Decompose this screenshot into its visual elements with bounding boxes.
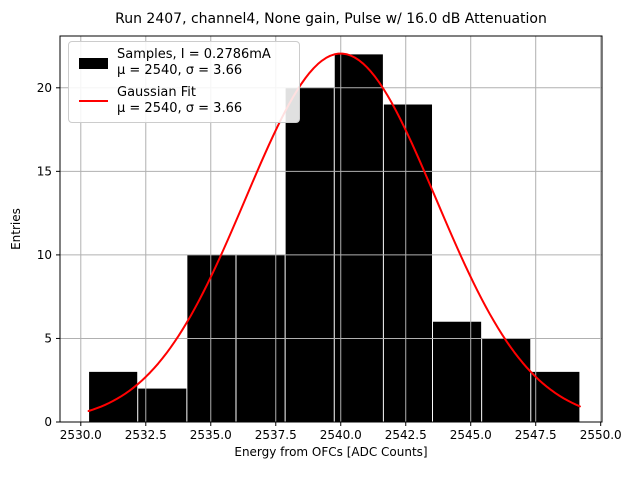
x-tick-label: 2547.5 (515, 428, 557, 442)
y-tick-label: 20 (37, 81, 52, 95)
legend-fit-stats: μ = 2540, σ = 3.66 (117, 101, 243, 116)
x-tick-label: 2530.0 (60, 428, 102, 442)
fit-swatch-column (75, 100, 111, 102)
gaussian-fit-curve (87, 52, 581, 413)
histogram-bar (383, 104, 433, 422)
legend-entry-fit: Gaussian Fit μ = 2540, σ = 3.66 (75, 85, 291, 117)
histogram-bar (433, 321, 482, 422)
chart-title: Run 2407, channel4, None gain, Pulse w/ … (115, 11, 547, 27)
y-tick-label: 5 (44, 331, 52, 345)
samples-patch-icon (78, 57, 108, 69)
x-tick-label: 2545.0 (450, 428, 492, 442)
legend-samples-label: Samples, I = 0.2786mA (117, 47, 271, 62)
fit-line-icon (78, 100, 108, 102)
x-tick-label: 2535.0 (190, 428, 232, 442)
histogram-bar (334, 54, 383, 422)
x-tick-label: 2540.0 (320, 428, 362, 442)
legend: Samples, I = 0.2786mA μ = 2540, σ = 3.66… (68, 41, 300, 123)
y-axis-label: Entries (9, 208, 23, 250)
legend-fit-label: Gaussian Fit (117, 85, 197, 100)
y-tick-label: 0 (44, 415, 52, 429)
histogram-bar (89, 371, 138, 422)
x-tick-label: 2537.5 (255, 428, 297, 442)
y-tick-label: 10 (37, 248, 52, 262)
x-tick-label: 2532.5 (125, 428, 167, 442)
legend-samples-stats: μ = 2540, σ = 3.66 (117, 63, 243, 78)
axis-spines (59, 35, 603, 423)
histogram-bar (482, 338, 531, 422)
x-axis-label: Energy from OFCs [ADC Counts] (234, 445, 428, 459)
samples-swatch-column (75, 57, 111, 69)
x-tick-label: 2550.0 (580, 428, 622, 442)
legend-entry-samples: Samples, I = 0.2786mA μ = 2540, σ = 3.66 (75, 47, 291, 79)
legend-fit-text: Gaussian Fit μ = 2540, σ = 3.66 (111, 85, 242, 117)
legend-samples-text: Samples, I = 0.2786mA μ = 2540, σ = 3.66 (111, 47, 271, 79)
y-tick-label: 15 (37, 164, 52, 178)
x-tick-label: 2542.5 (385, 428, 427, 442)
